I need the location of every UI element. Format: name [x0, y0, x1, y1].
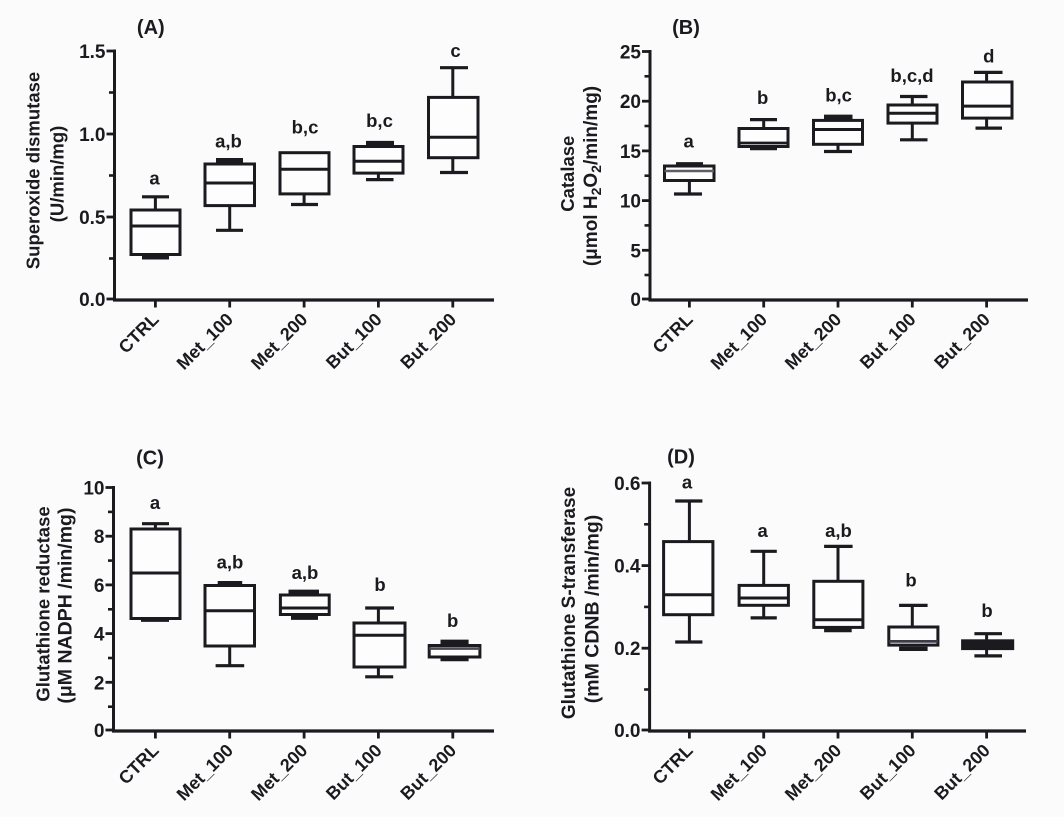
svg-text:b,c,d: b,c,d	[890, 65, 933, 86]
svg-text:0.0: 0.0	[614, 721, 640, 742]
svg-text:Glutathione reductase: Glutathione reductase	[32, 506, 53, 701]
svg-text:b: b	[981, 600, 992, 621]
svg-text:25: 25	[620, 43, 642, 64]
svg-text:0.6: 0.6	[614, 474, 640, 495]
svg-text:a,b: a,b	[825, 520, 852, 541]
svg-text:c: c	[450, 40, 460, 61]
svg-text:15: 15	[620, 142, 642, 163]
svg-text:(μmol H2O2/min/mg): (μmol H2O2/min/mg)	[581, 86, 604, 266]
svg-text:a,b: a,b	[217, 552, 244, 573]
svg-text:Glutathione S-transferase: Glutathione S-transferase	[559, 487, 580, 719]
svg-text:b: b	[374, 574, 385, 595]
svg-text:(C): (C)	[136, 448, 164, 470]
svg-text:1.0: 1.0	[79, 125, 105, 146]
svg-text:b,c: b,c	[292, 117, 319, 138]
svg-text:(U/min/mg): (U/min/mg)	[47, 126, 68, 223]
svg-text:(mM CDNB /min/mg): (mM CDNB /min/mg)	[582, 515, 604, 704]
svg-text:b,c: b,c	[366, 110, 393, 131]
svg-text:6: 6	[94, 576, 105, 597]
svg-text:b: b	[757, 87, 768, 108]
svg-text:0: 0	[630, 290, 641, 311]
svg-text:0: 0	[94, 721, 105, 742]
svg-text:Catalase: Catalase	[557, 136, 578, 212]
svg-text:b: b	[447, 610, 458, 631]
svg-text:0.2: 0.2	[614, 639, 640, 660]
svg-text:Superoxide dismutase: Superoxide dismutase	[23, 72, 44, 269]
svg-text:0.5: 0.5	[79, 208, 106, 229]
svg-text:(B): (B)	[672, 17, 700, 39]
svg-text:a: a	[682, 471, 693, 492]
svg-text:a: a	[149, 168, 160, 189]
svg-text:a,b: a,b	[292, 562, 319, 583]
svg-text:b: b	[905, 570, 916, 591]
svg-text:8: 8	[94, 527, 105, 548]
svg-text:a: a	[757, 520, 768, 541]
svg-text:a,b: a,b	[215, 130, 242, 151]
svg-text:a: a	[684, 130, 695, 151]
svg-text:0.4: 0.4	[614, 557, 641, 578]
svg-text:5: 5	[630, 241, 641, 262]
svg-text:(D): (D)	[667, 447, 695, 469]
svg-text:a: a	[150, 492, 161, 513]
svg-text:(A): (A)	[137, 17, 165, 39]
svg-text:1.5: 1.5	[79, 42, 106, 63]
svg-text:20: 20	[620, 92, 641, 113]
svg-text:2: 2	[94, 673, 105, 694]
svg-text:b,c: b,c	[825, 85, 852, 106]
svg-text:0.0: 0.0	[79, 290, 105, 311]
svg-text:(μM NADPH /min/mg): (μM NADPH /min/mg)	[55, 508, 77, 704]
svg-text:4: 4	[94, 625, 105, 646]
svg-text:10: 10	[83, 479, 104, 500]
svg-text:d: d	[983, 45, 994, 66]
svg-text:10: 10	[620, 192, 641, 213]
